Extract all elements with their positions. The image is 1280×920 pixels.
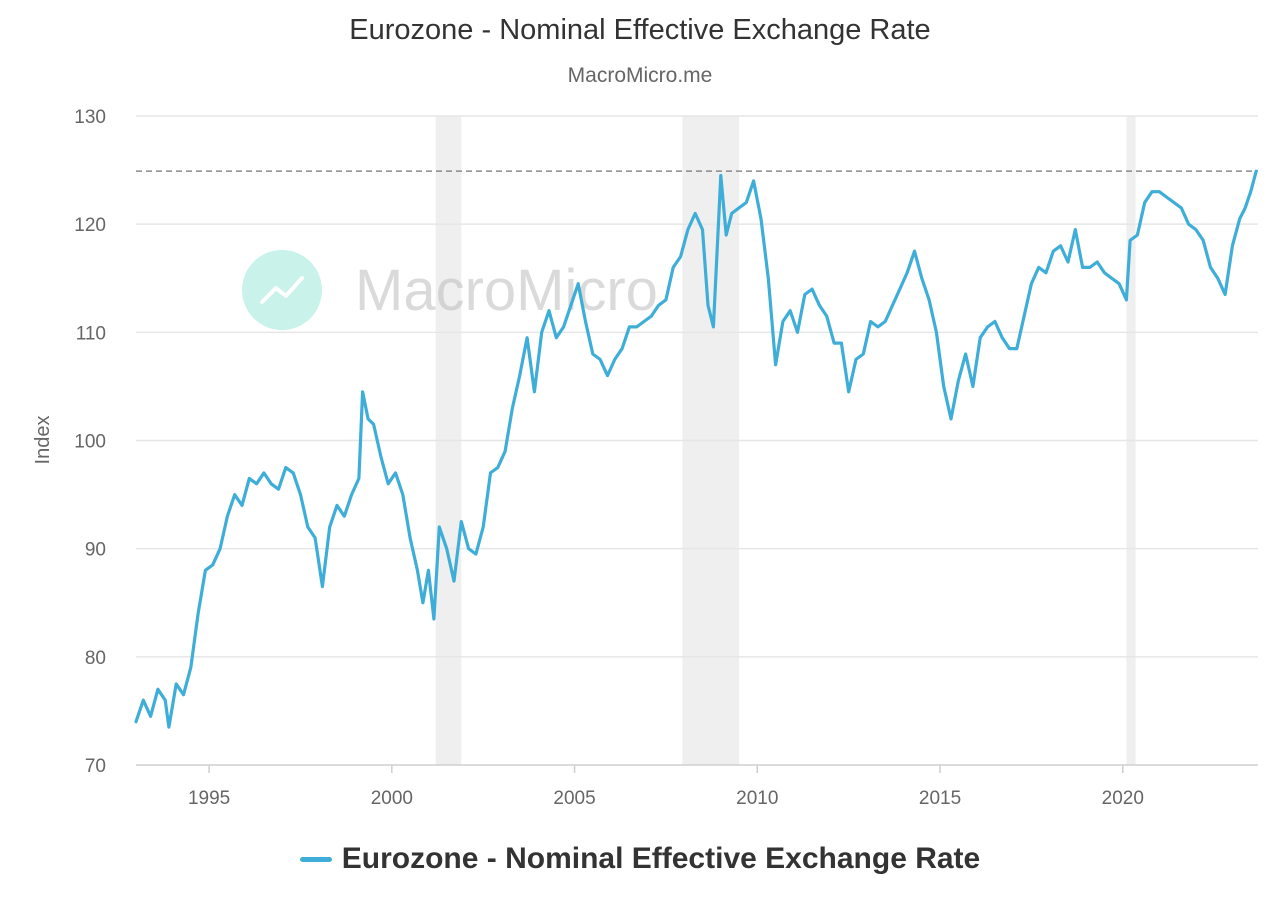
x-tick-label: 2000 [371,788,413,809]
watermark: MacroMicro [242,250,658,330]
x-axis-ticks [208,765,1124,773]
legend[interactable]: Eurozone - Nominal Effective Exchange Ra… [0,842,1280,876]
y-tick-label: 90 [85,540,106,561]
macromicro-logo-icon [242,250,322,330]
chart-title: Eurozone - Nominal Effective Exchange Ra… [349,14,931,46]
series-line [134,169,1258,729]
y-tick-label: 100 [74,432,106,453]
legend-line-icon [299,856,332,862]
y-tick-label: 130 [74,107,106,128]
watermark-text: MacroMicro [355,258,658,323]
x-tick-label: 1995 [188,788,230,809]
y-axis-tick-labels: 70 80 90 100 110 120 130 [74,107,106,777]
y-axis-title: Index [32,416,54,465]
x-tick-label: 2020 [1102,788,1144,809]
legend-label: Eurozone - Nominal Effective Exchange Ra… [341,842,981,875]
grid-lines [136,115,1258,766]
x-tick-label: 2015 [919,788,961,809]
y-tick-label: 110 [76,323,106,344]
line-chart: MacroMicro 70 80 90 100 110 120 130 1995 2000 20… [32,107,1258,809]
x-axis-tick-labels: 1995 2000 2005 2010 2015 2020 [188,788,1144,809]
x-tick-label: 2005 [553,788,595,809]
y-tick-label: 70 [85,756,106,777]
x-tick-label: 2010 [736,788,778,809]
chart-subtitle: MacroMicro.me [567,64,713,87]
y-tick-label: 120 [74,215,106,236]
y-tick-label: 80 [85,648,106,669]
